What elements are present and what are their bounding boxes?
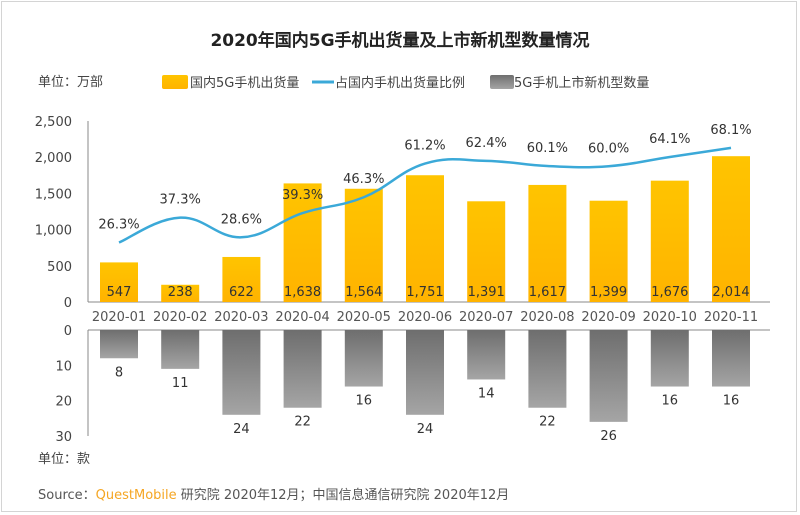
legend-swatch-models bbox=[490, 75, 514, 89]
legend: 国内5G手机出货量 占国内手机出货量比例 5G手机上市新机型数量 bbox=[162, 75, 649, 91]
source-rest: 研究院 2020年12月；中国信息通信研究院 2020年12月 bbox=[177, 487, 510, 503]
bar-models bbox=[467, 330, 506, 380]
bar-label-models: 22 bbox=[539, 415, 556, 430]
y-tick-top: 1,500 bbox=[35, 187, 72, 202]
bar-models bbox=[528, 330, 567, 408]
line-label-ratio: 62.4% bbox=[466, 136, 507, 151]
legend-label-ratio: 占国内手机出货量比例 bbox=[335, 75, 465, 91]
bar-shipments bbox=[344, 188, 383, 302]
bar-label-shipments: 2,014 bbox=[712, 285, 749, 300]
y-tick-top: 500 bbox=[47, 260, 72, 275]
x-tick: 2020-03 bbox=[214, 310, 268, 325]
legend-label-models: 5G手机上市新机型数量 bbox=[514, 75, 649, 91]
bar-label-shipments: 238 bbox=[168, 285, 193, 300]
bar-label-models: 16 bbox=[723, 394, 740, 409]
line-label-ratio: 28.6% bbox=[221, 212, 262, 227]
bar-label-shipments: 1,751 bbox=[406, 285, 443, 300]
bar-models bbox=[650, 330, 689, 387]
x-tick: 2020-02 bbox=[153, 310, 207, 325]
source-brand: QuestMobile bbox=[96, 488, 177, 503]
x-tick: 2020-11 bbox=[704, 310, 758, 325]
source-line: Source：QuestMobile 研究院 2020年12月；中国信息通信研究… bbox=[38, 487, 509, 503]
bar-models bbox=[100, 330, 138, 359]
x-tick: 2020-04 bbox=[275, 310, 329, 325]
bar-label-models: 16 bbox=[662, 394, 679, 409]
line-label-ratio: 39.3% bbox=[282, 188, 323, 203]
unit-top: 单位：万部 bbox=[38, 75, 103, 90]
bar-shipments bbox=[161, 284, 200, 302]
bar-label-models: 8 bbox=[115, 365, 123, 380]
bar-label-shipments: 1,617 bbox=[529, 285, 566, 300]
bar-models bbox=[712, 330, 750, 387]
y-tick-top: 0 bbox=[64, 296, 72, 311]
y-tick-bottom: 0 bbox=[64, 324, 72, 339]
y-tick-top: 2,000 bbox=[35, 151, 72, 166]
bar-label-models: 24 bbox=[417, 422, 434, 437]
bar-label-shipments: 622 bbox=[229, 285, 254, 300]
bar-shipments bbox=[467, 201, 506, 302]
x-tick: 2020-06 bbox=[398, 310, 452, 325]
bar-shipments bbox=[650, 180, 689, 302]
bar-label-models: 24 bbox=[233, 422, 250, 437]
bar-models bbox=[283, 330, 322, 408]
bar-label-shipments: 1,391 bbox=[468, 285, 505, 300]
bar-label-shipments: 1,399 bbox=[590, 285, 627, 300]
bar-models bbox=[406, 330, 444, 415]
bar-label-models: 11 bbox=[172, 376, 189, 391]
bar-shipments bbox=[283, 183, 322, 302]
line-label-ratio: 64.1% bbox=[649, 132, 690, 147]
line-label-ratio: 46.3% bbox=[343, 172, 384, 187]
bar-models bbox=[222, 330, 261, 415]
line-label-ratio: 60.1% bbox=[527, 141, 568, 156]
bar-shipments bbox=[589, 200, 628, 302]
y-tick-bottom: 10 bbox=[55, 359, 72, 374]
y-tick-bottom: 20 bbox=[55, 395, 72, 410]
x-tick: 2020-08 bbox=[520, 310, 574, 325]
y-tick-top: 1,000 bbox=[35, 224, 72, 239]
bar-models bbox=[344, 330, 383, 387]
bar-models bbox=[161, 330, 200, 369]
line-ratio bbox=[118, 146, 732, 244]
bar-label-shipments: 547 bbox=[107, 285, 132, 300]
bar-models bbox=[589, 330, 628, 422]
line-label-ratio: 60.0% bbox=[588, 141, 629, 156]
unit-bottom: 单位：款 bbox=[38, 452, 90, 467]
y-tick-top: 2,500 bbox=[35, 115, 72, 130]
bar-shipments bbox=[712, 156, 750, 302]
source-prefix: Source： bbox=[38, 488, 96, 503]
bar-label-shipments: 1,676 bbox=[651, 285, 688, 300]
legend-label-shipments: 国内5G手机出货量 bbox=[190, 75, 299, 91]
x-tick: 2020-09 bbox=[581, 310, 635, 325]
x-tick: 2020-10 bbox=[643, 310, 697, 325]
bar-label-models: 22 bbox=[294, 415, 311, 430]
line-label-ratio: 26.3% bbox=[98, 217, 139, 232]
bar-shipments bbox=[406, 175, 444, 302]
bar-label-models: 26 bbox=[600, 429, 617, 444]
y-tick-bottom: 30 bbox=[55, 430, 72, 445]
x-tick: 2020-01 bbox=[92, 310, 146, 325]
bar-label-models: 16 bbox=[356, 394, 373, 409]
line-label-ratio: 37.3% bbox=[160, 193, 201, 208]
line-label-ratio: 61.2% bbox=[404, 139, 445, 154]
legend-swatch-shipments bbox=[162, 75, 188, 89]
chart-title: 2020年国内5G手机出货量及上市新机型数量情况 bbox=[210, 30, 589, 51]
x-tick: 2020-05 bbox=[337, 310, 391, 325]
bar-label-models: 14 bbox=[478, 386, 495, 401]
bar-label-shipments: 1,638 bbox=[284, 285, 321, 300]
bar-shipments bbox=[100, 262, 138, 302]
x-tick: 2020-07 bbox=[459, 310, 513, 325]
bar-label-shipments: 1,564 bbox=[345, 285, 382, 300]
bar-shipments bbox=[222, 256, 261, 302]
line-label-ratio: 68.1% bbox=[710, 123, 751, 138]
bar-shipments bbox=[528, 184, 567, 302]
